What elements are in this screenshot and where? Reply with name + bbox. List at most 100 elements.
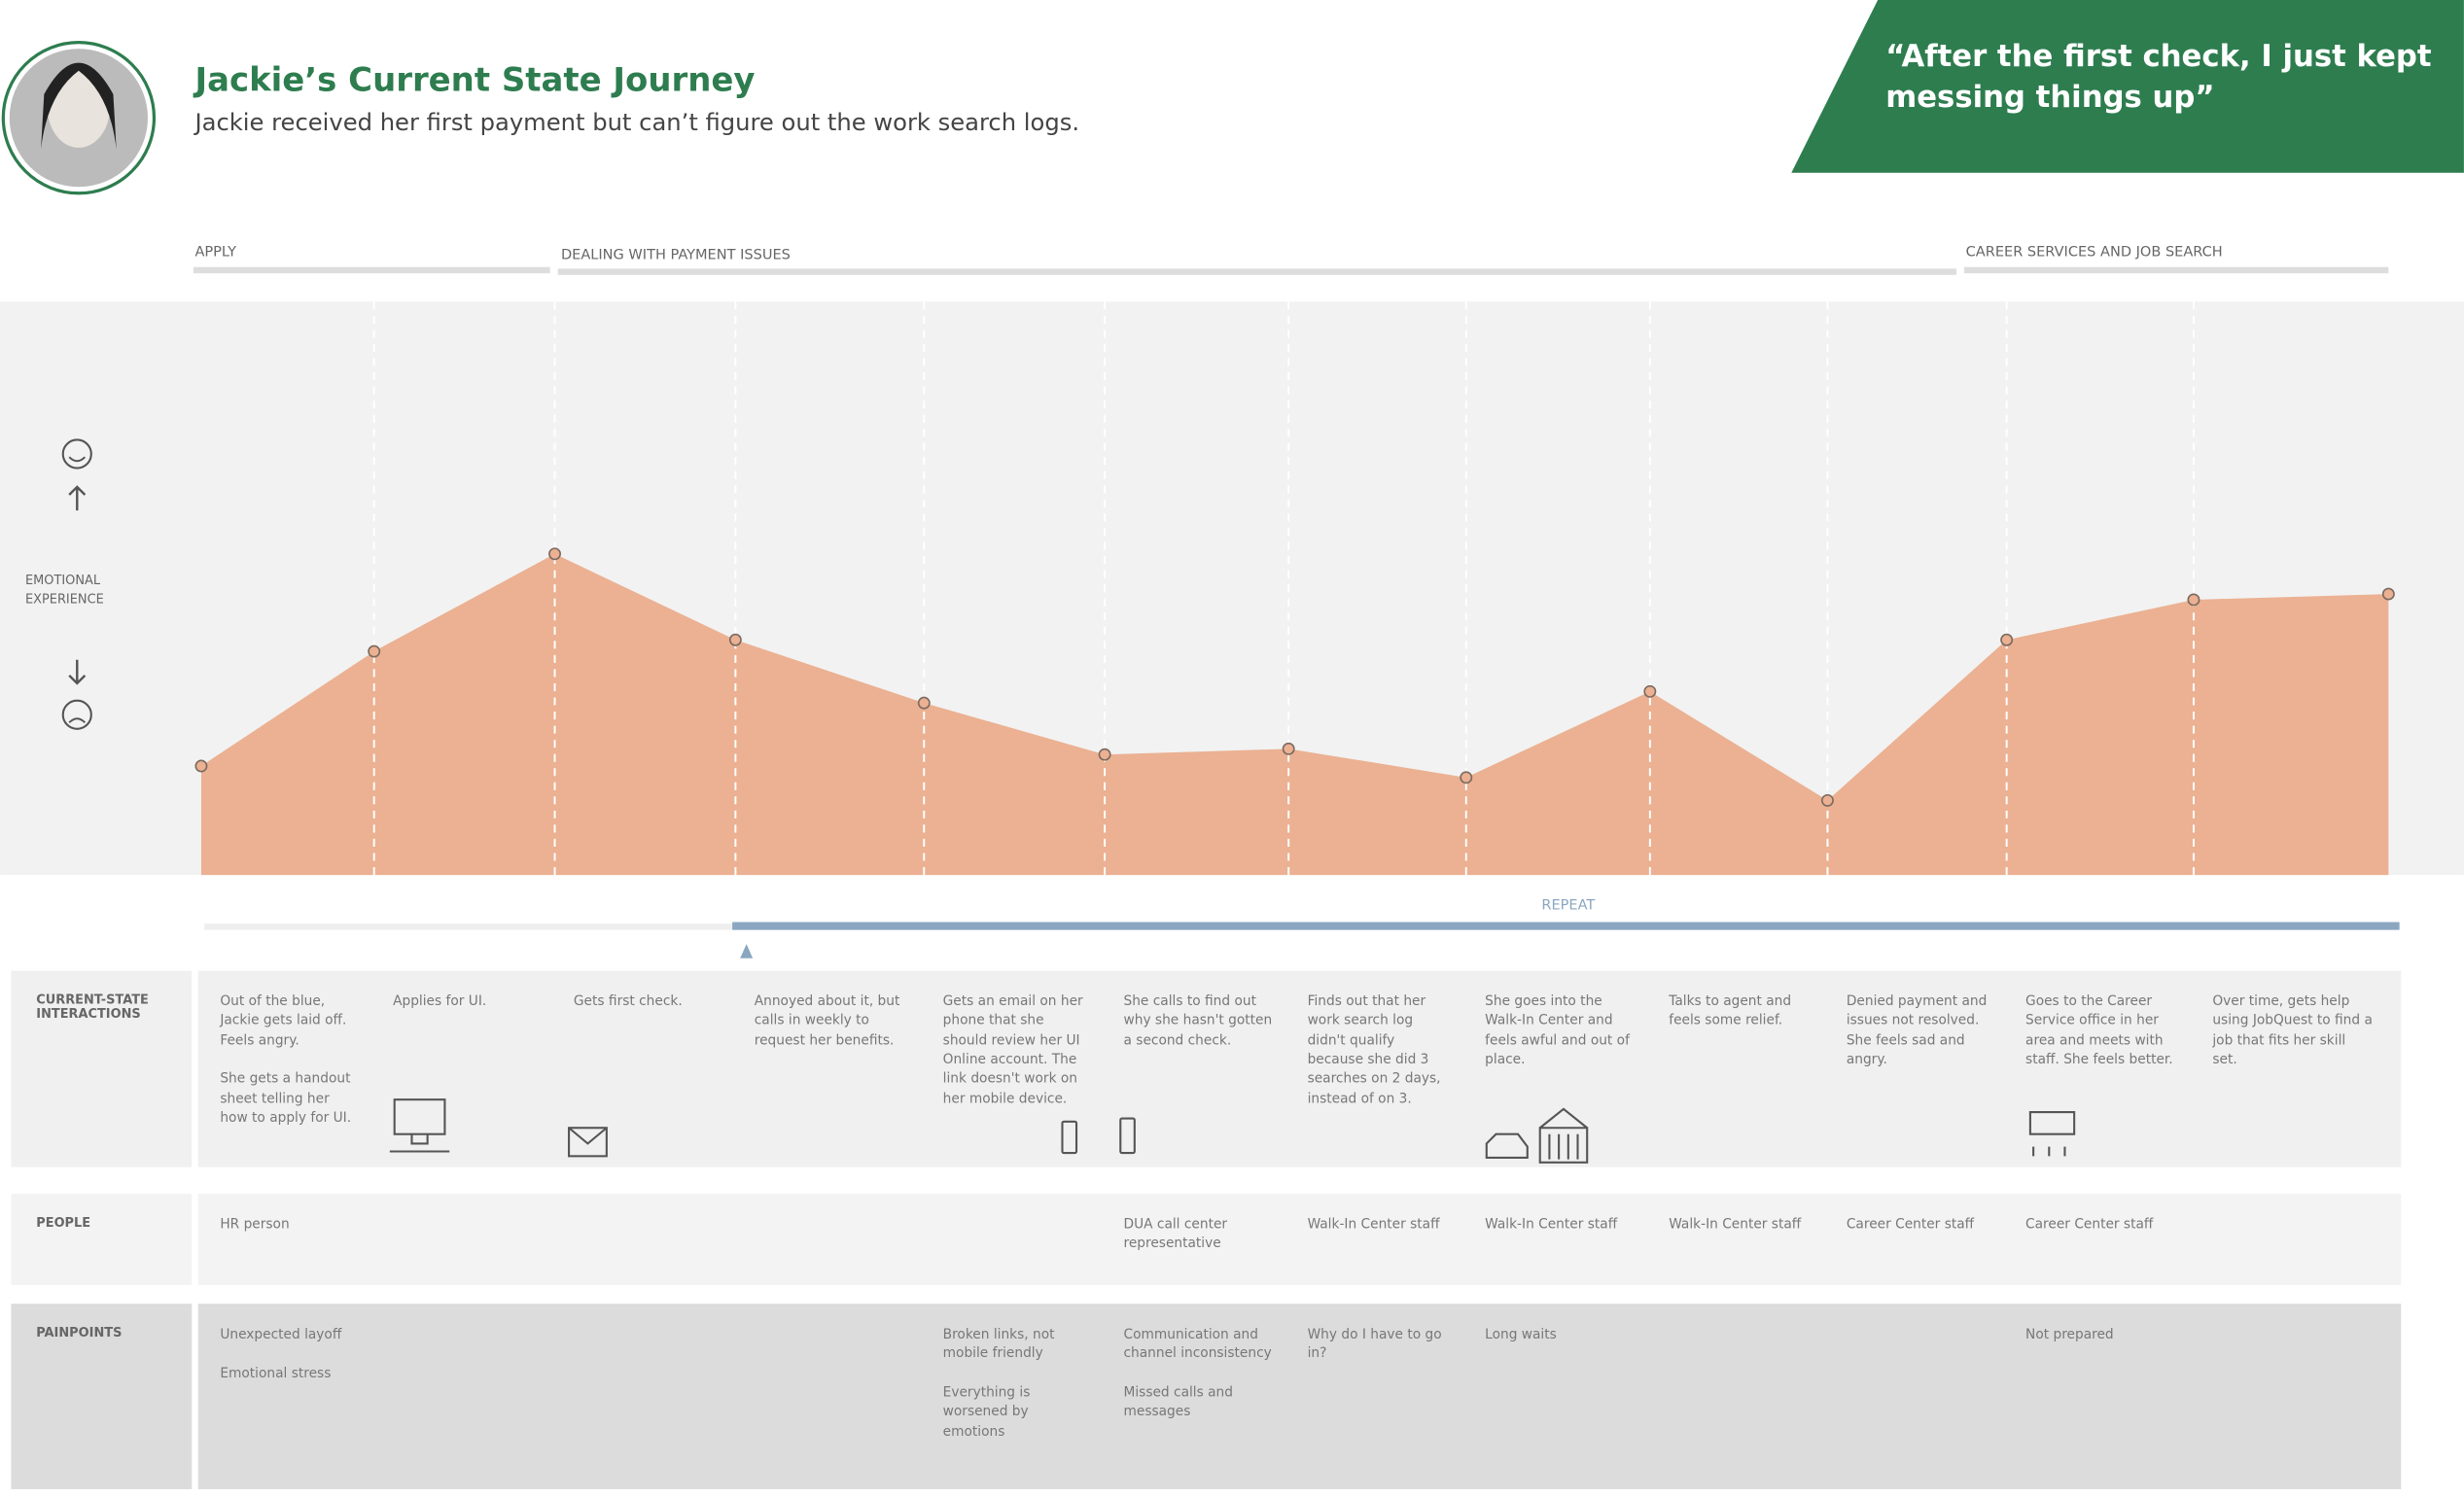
cell-box: Broken links, not mobile friendly Everyt… xyxy=(942,1327,1055,1441)
emotion-point xyxy=(728,633,742,646)
repeat-bar xyxy=(732,922,2400,930)
cell-text: Out of the blue, Jackie gets laid off. F… xyxy=(220,993,352,1127)
rows: CURRENT-STATE INTERACTIONS Out of the blu… xyxy=(11,970,2402,1489)
emotion-label-box: EMOTIONAL EXPERIENCE xyxy=(24,573,104,607)
cell-text: Over time, gets help using JobQuest to f… xyxy=(2212,993,2373,1068)
quote-box: “After the first check, I just kept mess… xyxy=(1885,39,2431,114)
cell-box: She goes into the Walk-In Center and fee… xyxy=(1485,993,1630,1068)
row-label-box: PAINPOINTS xyxy=(36,1325,123,1340)
up-arrow xyxy=(68,485,87,511)
cell-box: Goes to the Career Service office in her… xyxy=(2025,993,2173,1068)
cell-text: DUA call center representative xyxy=(1123,1217,1228,1253)
row-label-box: PEOPLE xyxy=(36,1215,91,1231)
cell-box: HR person xyxy=(220,1217,290,1234)
row-bg xyxy=(197,1194,2402,1285)
phase: DEALING WITH PAYMENT ISSUES xyxy=(561,248,791,263)
row-label: CURRENT-STATE INTERACTIONS xyxy=(36,992,149,1022)
cell-box: Applies for UI. xyxy=(393,993,487,1011)
cell-text: Talks to agent and feels some relief. xyxy=(1669,993,1792,1029)
car-icon xyxy=(1485,1132,1529,1160)
cell-text: Applies for UI. xyxy=(393,993,487,1011)
cell-box: Unexpected layoff Emotional stress xyxy=(220,1327,341,1381)
cell-box: Career Center staff xyxy=(1846,1217,1975,1234)
cell-text: Gets an email on her phone that she shou… xyxy=(942,993,1083,1107)
emotion-point xyxy=(548,547,561,561)
cell-text: Annoyed about it, but calls in weekly to… xyxy=(754,993,900,1049)
phase-bar xyxy=(193,266,550,274)
envelope-icon xyxy=(568,1127,608,1158)
cell-box: Communication and channel inconsistency … xyxy=(1123,1327,1272,1421)
cell-text: She goes into the Walk-In Center and fee… xyxy=(1485,993,1630,1068)
emotion-point xyxy=(1460,771,1473,784)
people-icon xyxy=(2028,1111,2076,1157)
cell-text: Goes to the Career Service office in her… xyxy=(2025,993,2173,1068)
cell-text: Long waits xyxy=(1485,1327,1557,1343)
emotion-point xyxy=(1820,793,1834,807)
emotion-point xyxy=(917,696,931,710)
row-label-bg xyxy=(11,1194,193,1285)
icons xyxy=(389,1098,2076,1164)
row-label-bg xyxy=(11,970,193,1167)
cell-box: Walk-In Center staff xyxy=(1307,1217,1440,1234)
cell-text: Not prepared xyxy=(2025,1327,2114,1343)
avatar-hair xyxy=(41,62,117,150)
emotion-point xyxy=(2000,633,2014,646)
down-arrow xyxy=(68,659,87,685)
cell-text: HR person xyxy=(220,1217,290,1234)
row-label: PEOPLE xyxy=(36,1215,91,1231)
cell-text: Walk-In Center staff xyxy=(1485,1217,1618,1234)
emotion-point xyxy=(194,759,208,773)
building-icon xyxy=(1538,1107,1589,1164)
cell-text: Career Center staff xyxy=(2025,1217,2154,1234)
emotion-label: EMOTIONAL EXPERIENCE xyxy=(24,573,104,607)
phase-bar xyxy=(557,268,1956,275)
cell-box: Career Center staff xyxy=(2025,1217,2154,1234)
sad-icon xyxy=(61,699,92,730)
cell-text: Communication and channel inconsistency … xyxy=(1123,1327,1272,1421)
cell-text: Why do I have to go in? xyxy=(1307,1327,1442,1363)
curve-group xyxy=(194,301,2395,1489)
cell-box: Gets first check. xyxy=(573,993,683,1011)
sad-mouth xyxy=(68,717,87,724)
phase-bar xyxy=(1964,266,2389,274)
cell-box: Gets an email on her phone that she shou… xyxy=(942,993,1083,1107)
cell-box: DUA call center representative xyxy=(1123,1217,1228,1253)
phone-icon xyxy=(1119,1117,1136,1155)
emotion-point xyxy=(1282,742,1295,755)
envelope-flap xyxy=(568,1127,608,1145)
cell-text: Gets first check. xyxy=(573,993,683,1011)
cell-text: Walk-In Center staff xyxy=(1669,1217,1802,1234)
emotion-point xyxy=(2187,593,2200,607)
emotion-point xyxy=(1643,684,1657,698)
cell-box: Not prepared xyxy=(2025,1327,2114,1343)
subtitle: Jackie received her first payment but ca… xyxy=(193,109,1079,136)
cell-text: Denied payment and issues not resolved. … xyxy=(1846,993,1988,1068)
cell-box: Denied payment and issues not resolved. … xyxy=(1846,993,1988,1068)
cell-box: Finds out that her work search log didn'… xyxy=(1307,993,1441,1107)
computer-stand xyxy=(389,1133,450,1153)
phase: APPLY xyxy=(194,244,236,260)
repeat-track xyxy=(204,923,733,930)
emotion-point xyxy=(1098,748,1111,761)
emotion-point xyxy=(368,644,381,658)
cell-text: Broken links, not mobile friendly Everyt… xyxy=(942,1327,1055,1441)
row-bg xyxy=(197,1304,2402,1489)
cell-text: Finds out that her work search log didn'… xyxy=(1307,993,1441,1107)
cell-text: She calls to find out why she hasn't got… xyxy=(1123,993,1273,1049)
row-label-bg xyxy=(11,1304,193,1489)
cell-text: Walk-In Center staff xyxy=(1307,1217,1440,1234)
repeat-marker xyxy=(740,944,754,958)
cell-box: Walk-In Center staff xyxy=(1669,1217,1802,1234)
cell-box: Walk-In Center staff xyxy=(1485,1217,1618,1234)
cell-box: Talks to agent and feels some relief. xyxy=(1669,993,1792,1029)
happy-icon xyxy=(61,438,92,470)
emotion-area-fill xyxy=(200,553,2389,876)
cell-box: Over time, gets help using JobQuest to f… xyxy=(2212,993,2373,1068)
quote-banner xyxy=(1791,0,2464,173)
cell-text: Career Center staff xyxy=(1846,1217,1975,1234)
row-label: PAINPOINTS xyxy=(36,1325,123,1340)
repeat-label: REPEAT xyxy=(1541,898,1595,914)
row-label-box: CURRENT-STATE INTERACTIONS xyxy=(36,992,149,1022)
